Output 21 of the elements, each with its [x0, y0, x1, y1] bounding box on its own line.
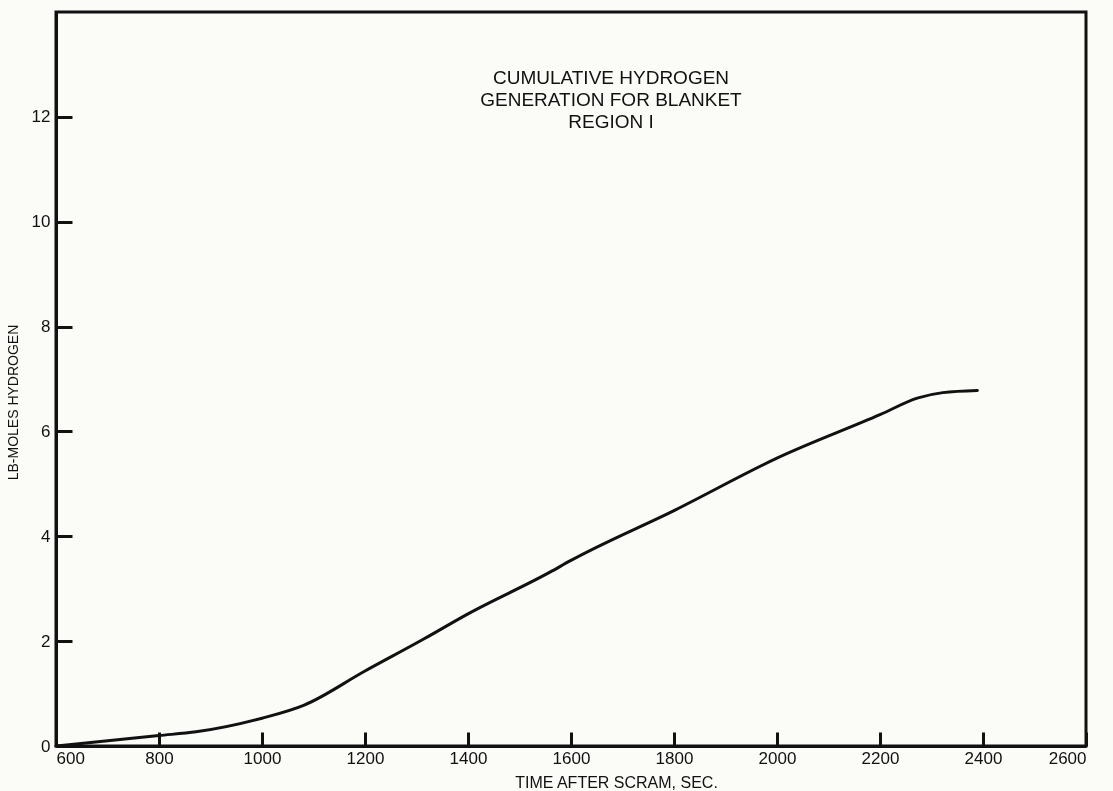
x-tick-label: 600 [56, 748, 85, 768]
x-tick-label: 1000 [243, 748, 282, 768]
y-tick-label: 4 [41, 526, 51, 546]
x-tick-label: 1600 [552, 748, 591, 768]
x-tick-label: 2600 [1048, 748, 1087, 768]
y-tick-label: 6 [41, 421, 51, 441]
x-tick-label: 800 [145, 748, 174, 768]
x-tick-label: 2400 [964, 748, 1003, 768]
x-tick-label: 2200 [861, 748, 900, 768]
y-tick-label: 8 [41, 317, 51, 337]
y-tick-label: 0 [41, 736, 51, 756]
x-tick-label: 1400 [449, 748, 488, 768]
y-tick-label: 12 [31, 107, 51, 127]
x-tick-label: 2000 [758, 748, 797, 768]
y-axis-title: LB-MOLES HYDROGEN [4, 324, 21, 481]
y-tick-label: 10 [31, 212, 51, 232]
text: CUMULATIVE HYDROGEN GENERATION FOR BLANKET REGION I [480, 67, 743, 132]
x-tick-label: 1200 [346, 748, 385, 768]
x-tick-label: 1800 [655, 748, 694, 768]
x-axis-title: TIME AFTER SCRAM, SEC. [515, 773, 718, 791]
y-tick-label: 2 [41, 631, 51, 651]
